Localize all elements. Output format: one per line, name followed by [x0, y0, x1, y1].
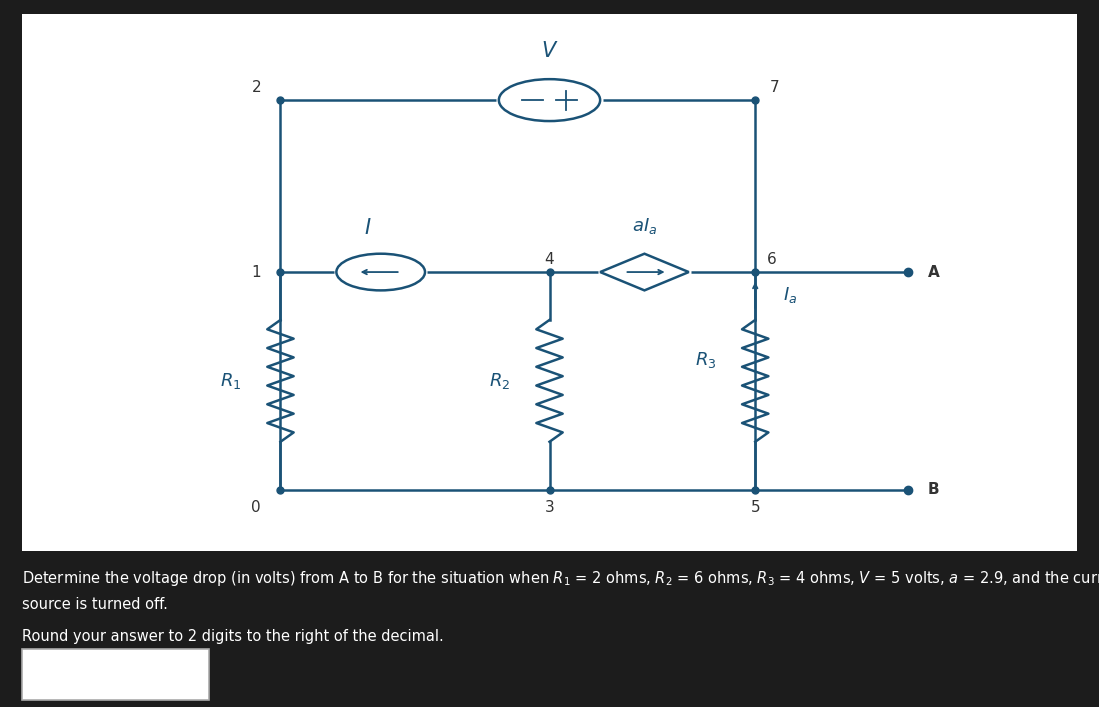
Text: 2: 2 — [252, 80, 262, 95]
Text: 3: 3 — [545, 500, 554, 515]
FancyBboxPatch shape — [22, 649, 209, 700]
Text: $R_3$: $R_3$ — [695, 350, 717, 370]
Text: $R_1$: $R_1$ — [220, 371, 242, 391]
Text: 5: 5 — [751, 500, 761, 515]
Text: $I_a$: $I_a$ — [782, 285, 797, 305]
Text: 1: 1 — [252, 264, 262, 279]
Text: $R_2$: $R_2$ — [489, 371, 511, 391]
Text: $V$: $V$ — [541, 42, 558, 62]
Text: 4: 4 — [545, 252, 554, 267]
Text: Round your answer to 2 digits to the right of the decimal.: Round your answer to 2 digits to the rig… — [22, 629, 444, 644]
Text: Determine the voltage drop (in volts) from A to B for the situation when $R_1$ =: Determine the voltage drop (in volts) fr… — [22, 569, 1099, 588]
Text: 7: 7 — [770, 80, 780, 95]
Text: $aI_a$: $aI_a$ — [632, 216, 657, 236]
Text: source is turned off.: source is turned off. — [22, 597, 168, 612]
Text: B: B — [928, 482, 940, 497]
Text: 6: 6 — [767, 252, 777, 267]
Text: 0: 0 — [252, 500, 262, 515]
FancyBboxPatch shape — [22, 14, 1077, 551]
Text: $I$: $I$ — [364, 218, 371, 238]
Text: A: A — [928, 264, 940, 279]
